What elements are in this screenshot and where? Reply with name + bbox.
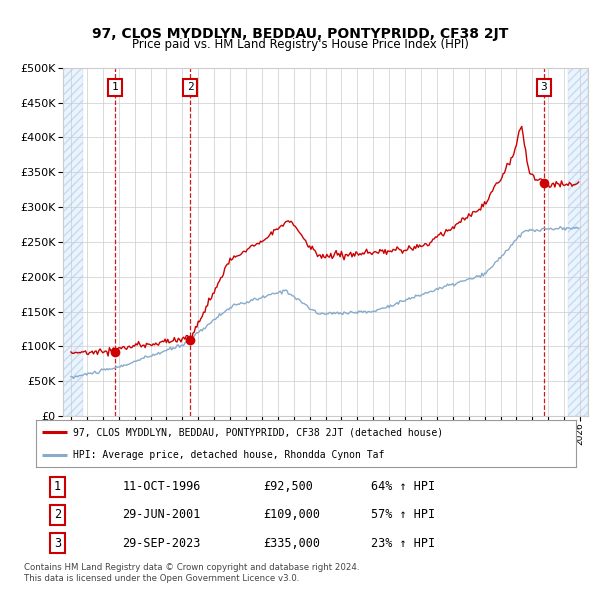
Text: 1: 1 xyxy=(54,480,61,493)
Text: 29-SEP-2023: 29-SEP-2023 xyxy=(122,536,201,549)
Text: 2: 2 xyxy=(187,83,193,93)
Text: 29-JUN-2001: 29-JUN-2001 xyxy=(122,509,201,522)
Text: 1: 1 xyxy=(112,83,119,93)
Text: This data is licensed under the Open Government Licence v3.0.: This data is licensed under the Open Gov… xyxy=(24,573,299,583)
Text: £92,500: £92,500 xyxy=(263,480,313,493)
Text: 97, CLOS MYDDLYN, BEDDAU, PONTYPRIDD, CF38 2JT (detached house): 97, CLOS MYDDLYN, BEDDAU, PONTYPRIDD, CF… xyxy=(73,427,443,437)
Text: 2: 2 xyxy=(54,509,61,522)
Text: 3: 3 xyxy=(54,536,61,549)
Text: 11-OCT-1996: 11-OCT-1996 xyxy=(122,480,201,493)
Bar xyxy=(63,68,83,416)
Text: 3: 3 xyxy=(541,83,547,93)
Text: 64% ↑ HPI: 64% ↑ HPI xyxy=(371,480,435,493)
Text: £335,000: £335,000 xyxy=(263,536,320,549)
Text: 97, CLOS MYDDLYN, BEDDAU, PONTYPRIDD, CF38 2JT: 97, CLOS MYDDLYN, BEDDAU, PONTYPRIDD, CF… xyxy=(92,27,508,41)
Text: 57% ↑ HPI: 57% ↑ HPI xyxy=(371,509,435,522)
Text: HPI: Average price, detached house, Rhondda Cynon Taf: HPI: Average price, detached house, Rhon… xyxy=(73,450,384,460)
Bar xyxy=(568,68,588,416)
Text: Price paid vs. HM Land Registry's House Price Index (HPI): Price paid vs. HM Land Registry's House … xyxy=(131,38,469,51)
Text: £109,000: £109,000 xyxy=(263,509,320,522)
Text: 23% ↑ HPI: 23% ↑ HPI xyxy=(371,536,435,549)
Text: Contains HM Land Registry data © Crown copyright and database right 2024.: Contains HM Land Registry data © Crown c… xyxy=(24,563,359,572)
